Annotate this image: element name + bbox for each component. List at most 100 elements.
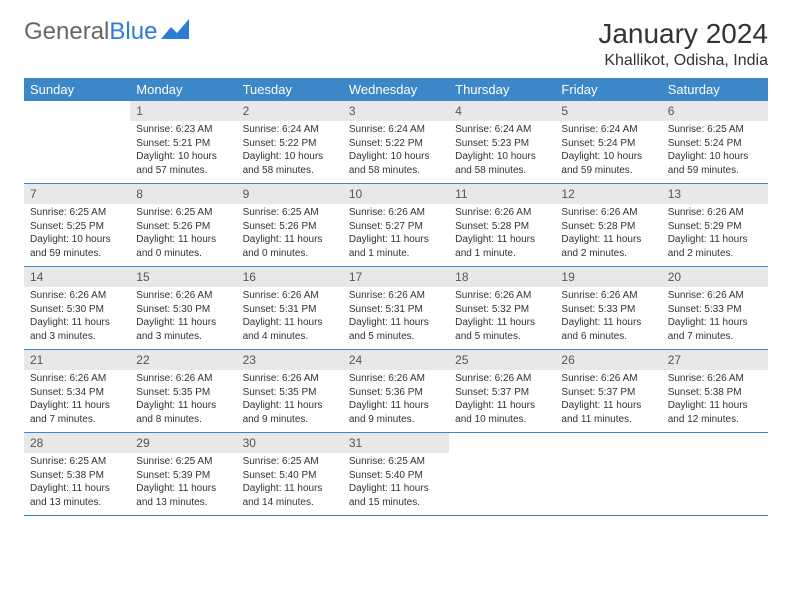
day-number	[24, 101, 130, 121]
day-line: Daylight: 11 hours and 9 minutes.	[349, 399, 443, 426]
day-number: 12	[555, 184, 661, 204]
day-line: Sunrise: 6:25 AM	[136, 206, 230, 220]
day-line: Daylight: 11 hours and 10 minutes.	[455, 399, 549, 426]
weeks-container: 1Sunrise: 6:23 AMSunset: 5:21 PMDaylight…	[24, 101, 768, 516]
day-cell: 27Sunrise: 6:26 AMSunset: 5:38 PMDayligh…	[662, 350, 768, 432]
weekday-header-row: SundayMondayTuesdayWednesdayThursdayFrid…	[24, 78, 768, 101]
day-line: Sunrise: 6:26 AM	[455, 206, 549, 220]
day-number	[555, 433, 661, 453]
day-content	[449, 453, 555, 459]
day-content: Sunrise: 6:26 AMSunset: 5:31 PMDaylight:…	[343, 287, 449, 347]
day-number: 5	[555, 101, 661, 121]
day-line: Daylight: 11 hours and 2 minutes.	[668, 233, 762, 260]
weekday-cell: Thursday	[449, 78, 555, 101]
day-content	[662, 453, 768, 459]
day-number: 26	[555, 350, 661, 370]
day-line: Daylight: 10 hours and 59 minutes.	[668, 150, 762, 177]
week-row: 28 Sunrise: 6:25 AM Sunset: 5:38 PM Dayligh…	[24, 433, 768, 516]
day-number: 25	[449, 350, 555, 370]
day-number	[662, 433, 768, 453]
day-line: Sunrise: 6:25 AM	[136, 455, 230, 469]
day-number: 9	[237, 184, 343, 204]
day-line: Sunset: 5:26 PM	[243, 220, 337, 234]
day-line: Sunset: 5:23 PM	[455, 137, 549, 151]
day-line: Sunrise: 6:24 AM	[561, 123, 655, 137]
logo-text-2: Blue	[109, 18, 157, 46]
day-number: 30	[237, 433, 343, 453]
day-content: Sunrise: 6:26 AMSunset: 5:32 PMDaylight:…	[449, 287, 555, 347]
day-line: Sunset: 5:37 PM	[455, 386, 549, 400]
day-line: Daylight: 11 hours and 9 minutes.	[243, 399, 337, 426]
day-line: Sunset: 5:30 PM	[30, 303, 124, 317]
day-content: Sunrise: 6:26 AMSunset: 5:28 PMDaylight:…	[449, 204, 555, 264]
day-number: 2	[237, 101, 343, 121]
day-number: 16	[237, 267, 343, 287]
day-cell: 12Sunrise: 6:26 AMSunset: 5:28 PMDayligh…	[555, 184, 661, 266]
day-number: 7	[24, 184, 130, 204]
day-line: Sunset: 5:24 PM	[668, 137, 762, 151]
day-line: Sunrise: 6:26 AM	[30, 289, 124, 303]
day-content: Sunrise: 6:24 AMSunset: 5:22 PMDaylight:…	[237, 121, 343, 181]
day-number: 14	[24, 267, 130, 287]
day-cell: 21Sunrise: 6:26 AMSunset: 5:34 PMDayligh…	[24, 350, 130, 432]
day-line: Sunrise: 6:25 AM	[243, 455, 337, 469]
day-line: Sunset: 5:39 PM	[136, 469, 230, 483]
day-content: Sunrise: 6:26 AMSunset: 5:34 PMDaylight:…	[24, 370, 130, 430]
day-content: Sunrise: 6:26 AMSunset: 5:37 PMDaylight:…	[555, 370, 661, 430]
day-line: Sunrise: 6:26 AM	[136, 372, 230, 386]
day-line: Sunrise: 6:25 AM	[668, 123, 762, 137]
location-label: Khallikot, Odisha, India	[598, 52, 768, 70]
day-cell: 25Sunrise: 6:26 AMSunset: 5:37 PMDayligh…	[449, 350, 555, 432]
day-line: Sunrise: 6:24 AM	[243, 123, 337, 137]
day-cell: 1Sunrise: 6:23 AMSunset: 5:21 PMDaylight…	[130, 101, 236, 183]
day-number: 8	[130, 184, 236, 204]
day-cell: 14Sunrise: 6:26 AMSunset: 5:30 PMDayligh…	[24, 267, 130, 349]
weekday-cell: Sunday	[24, 78, 130, 101]
day-cell: 19Sunrise: 6:26 AMSunset: 5:33 PMDayligh…	[555, 267, 661, 349]
title-block: January 2024 Khallikot, Odisha, India	[598, 18, 768, 70]
day-line: Sunrise: 6:26 AM	[668, 206, 762, 220]
day-line: Daylight: 11 hours and 7 minutes.	[30, 399, 124, 426]
day-content: Sunrise: 6:26 AMSunset: 5:35 PMDaylight:…	[130, 370, 236, 430]
day-line: Sunset: 5:38 PM	[30, 469, 124, 483]
day-number: 18	[449, 267, 555, 287]
day-number: 23	[237, 350, 343, 370]
day-line: Daylight: 10 hours and 59 minutes.	[30, 233, 124, 260]
day-number: 13	[662, 184, 768, 204]
day-content: Sunrise: 6:23 AMSunset: 5:21 PMDaylight:…	[130, 121, 236, 181]
day-content: Sunrise: 6:24 AMSunset: 5:23 PMDaylight:…	[449, 121, 555, 181]
day-line: Sunrise: 6:25 AM	[349, 455, 443, 469]
day-cell: 11Sunrise: 6:26 AMSunset: 5:28 PMDayligh…	[449, 184, 555, 266]
day-number: 3	[343, 101, 449, 121]
day-cell	[555, 433, 661, 515]
day-cell: 8Sunrise: 6:25 AMSunset: 5:26 PMDaylight…	[130, 184, 236, 266]
day-line: Sunset: 5:29 PM	[668, 220, 762, 234]
day-number: 28	[24, 433, 130, 453]
day-cell: 15Sunrise: 6:26 AMSunset: 5:30 PMDayligh…	[130, 267, 236, 349]
day-line: Daylight: 11 hours and 2 minutes.	[561, 233, 655, 260]
day-line: Sunrise: 6:26 AM	[243, 372, 337, 386]
day-cell: 6 Sunrise: 6:25 AMSunset: 5:24 PMDaylight…	[662, 101, 768, 183]
chart-icon	[161, 18, 189, 46]
weekday-cell: Monday	[130, 78, 236, 101]
day-line: Daylight: 11 hours and 15 minutes.	[349, 482, 443, 509]
day-number: 6	[662, 101, 768, 121]
weekday-cell: Wednesday	[343, 78, 449, 101]
day-line: Sunset: 5:40 PM	[243, 469, 337, 483]
day-cell: 26Sunrise: 6:26 AMSunset: 5:37 PMDayligh…	[555, 350, 661, 432]
day-cell: 18Sunrise: 6:26 AMSunset: 5:32 PMDayligh…	[449, 267, 555, 349]
day-line: Sunrise: 6:26 AM	[30, 372, 124, 386]
day-line: Sunset: 5:26 PM	[136, 220, 230, 234]
day-content: Sunrise: 6:26 AMSunset: 5:35 PMDaylight:…	[237, 370, 343, 430]
day-cell: 7Sunrise: 6:25 AMSunset: 5:25 PMDaylight…	[24, 184, 130, 266]
weekday-cell: Saturday	[662, 78, 768, 101]
day-cell: 20Sunrise: 6:26 AMSunset: 5:33 PMDayligh…	[662, 267, 768, 349]
day-line: Daylight: 10 hours and 58 minutes.	[349, 150, 443, 177]
day-content: Sunrise: 6:26 AMSunset: 5:31 PMDaylight:…	[237, 287, 343, 347]
day-line: Sunrise: 6:24 AM	[455, 123, 549, 137]
day-line: Daylight: 10 hours and 58 minutes.	[455, 150, 549, 177]
day-number: 1	[130, 101, 236, 121]
day-line: Sunrise: 6:26 AM	[455, 289, 549, 303]
day-line: Sunset: 5:32 PM	[455, 303, 549, 317]
day-cell: 28Sunrise: 6:25 AMSunset: 5:38 PMDayligh…	[24, 433, 130, 515]
